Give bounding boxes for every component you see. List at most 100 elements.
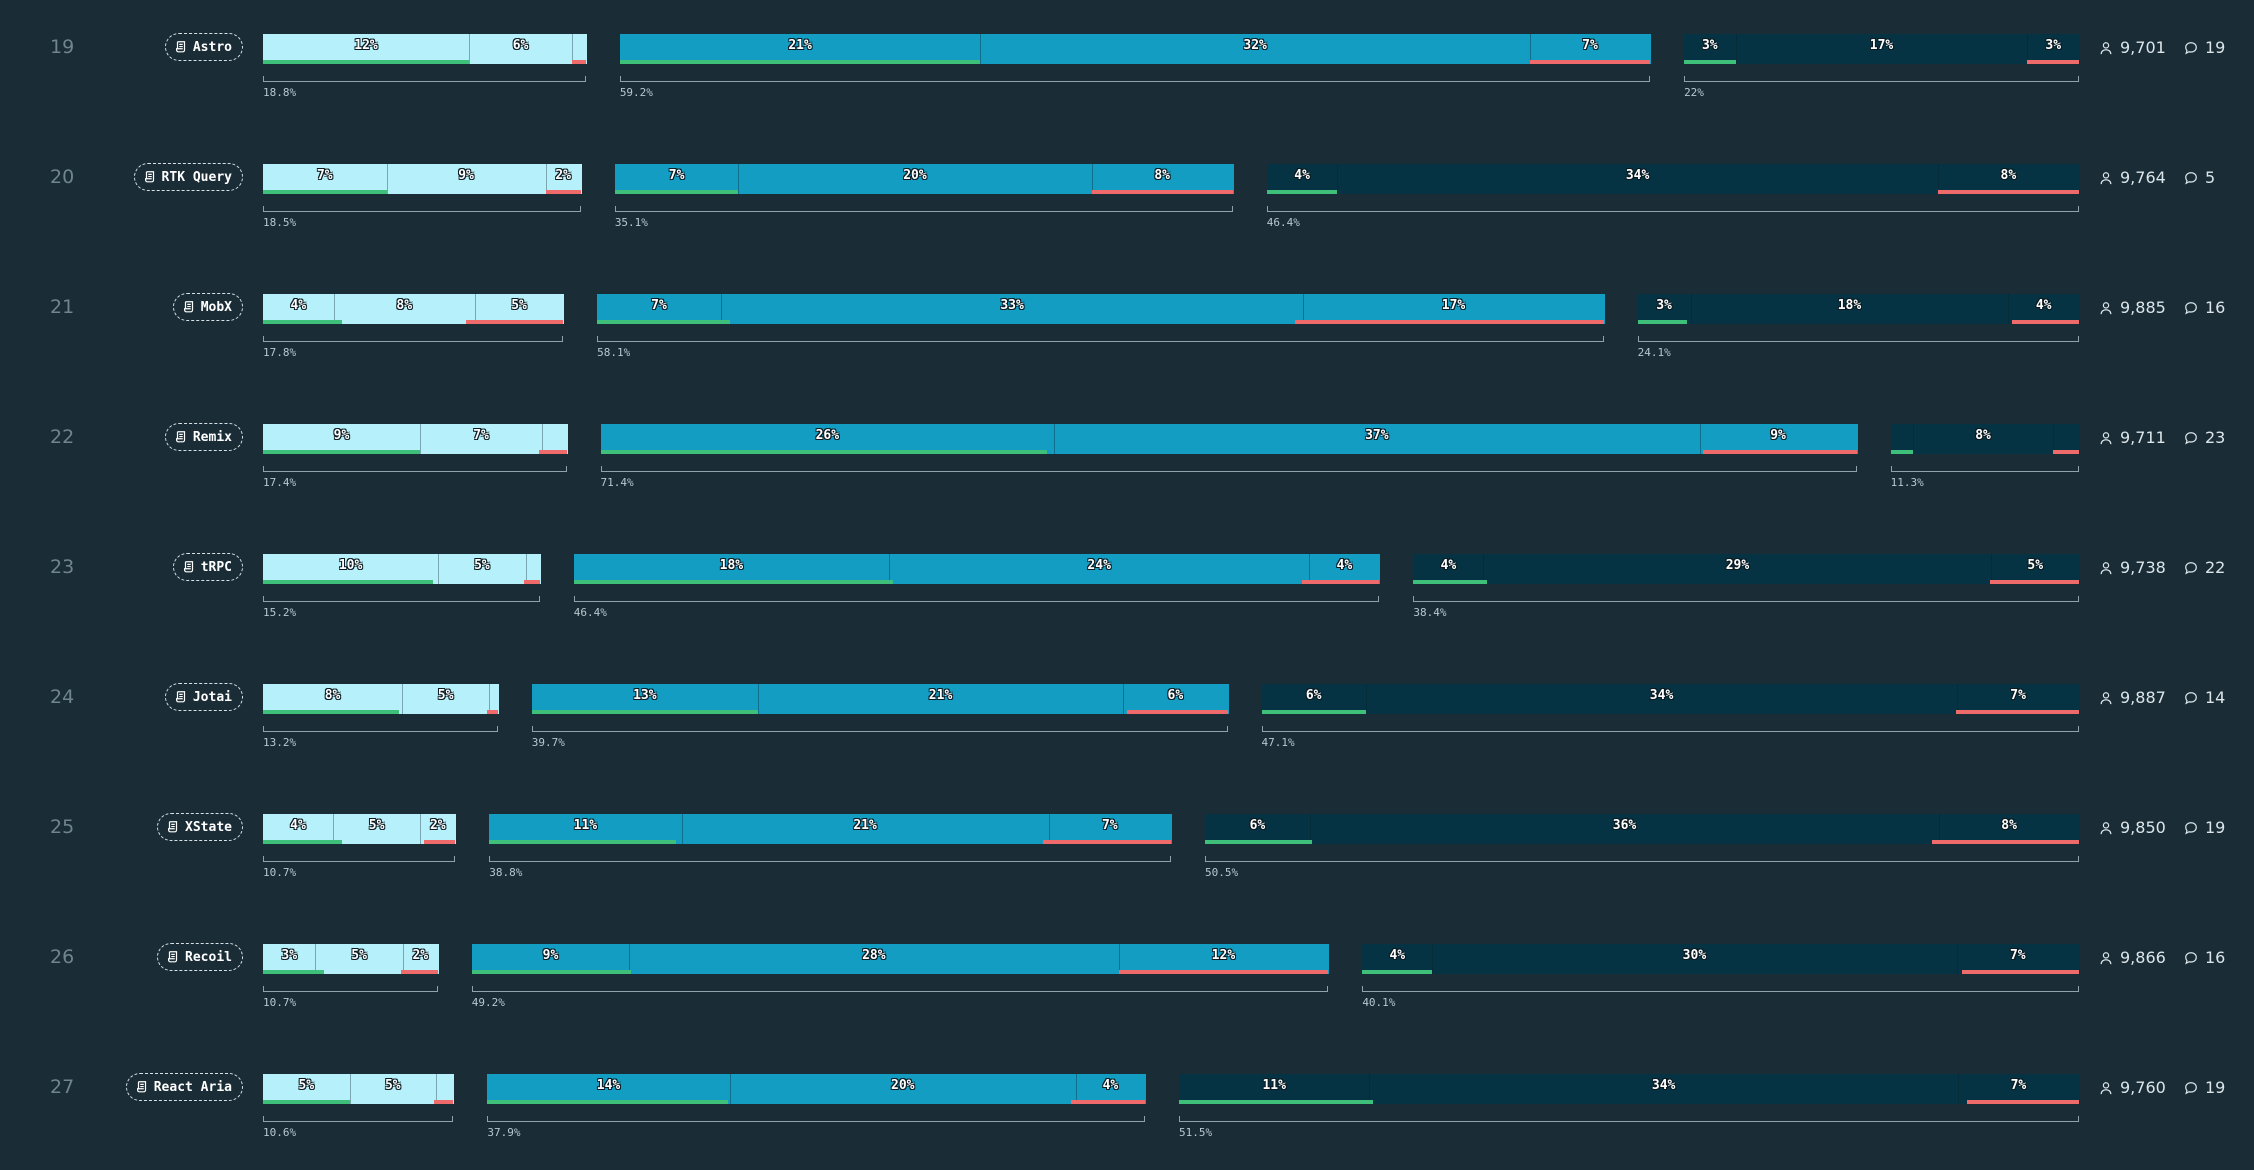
bar-segment <box>436 1074 455 1104</box>
group-bracket <box>1266 206 2079 212</box>
segment-label: 28% <box>862 948 886 963</box>
segment-label: 9% <box>1770 428 1786 443</box>
segment-label: 11% <box>1262 1078 1286 1093</box>
segment-label: 6% <box>512 38 529 53</box>
bar-segment <box>1054 424 1701 454</box>
stacked-bar: 6% 36% 8% <box>1205 814 2080 844</box>
comment-icon <box>2184 821 2205 835</box>
user-icon <box>2099 431 2120 445</box>
scroll-icon <box>182 300 201 314</box>
bar-segment <box>489 684 499 714</box>
negative-marker <box>2011 320 2079 324</box>
segment-label: 21% <box>928 688 953 703</box>
segment-label: 4% <box>1294 168 1310 183</box>
user-icon <box>2099 41 2120 55</box>
stacked-bar: 7% 20% 8% <box>614 164 1234 194</box>
library-name: Astro <box>192 39 232 55</box>
segment-label: 30% <box>1682 948 1707 963</box>
row-rank: 20 <box>50 166 75 188</box>
bar-segment <box>1261 684 1366 714</box>
bar-group-1: 12% 6% 18.8% <box>263 34 587 99</box>
positive-marker <box>573 580 893 584</box>
comment-count-value: 14 <box>2205 688 2226 707</box>
group-bracket <box>531 726 1228 732</box>
bar-segment <box>681 814 1050 844</box>
library-chip[interactable]: MobX <box>172 293 243 321</box>
segment-label: 18% <box>1837 298 1862 313</box>
bar-segment <box>729 1074 1077 1104</box>
group-bracket <box>573 596 1380 602</box>
comment-count-value: 16 <box>2205 948 2226 967</box>
segment-label: 8% <box>2001 818 2017 833</box>
stacked-bar: 10% 5% <box>263 554 541 584</box>
library-chip[interactable]: Astro <box>164 33 243 61</box>
bar-segment <box>1123 684 1229 714</box>
bar-segment <box>263 164 387 194</box>
library-chip[interactable]: Remix <box>164 423 243 451</box>
segment-label: 21% <box>853 818 877 833</box>
scroll-icon <box>143 170 162 184</box>
group-bracket <box>263 596 540 602</box>
bar-segment <box>1939 814 2080 844</box>
segment-label: 7% <box>1582 38 1598 53</box>
user-icon <box>2099 171 2120 185</box>
negative-marker <box>1529 60 1651 64</box>
library-chip[interactable]: XState <box>157 813 243 841</box>
segment-label: 9% <box>542 948 559 963</box>
bar-segment <box>1048 814 1172 844</box>
scroll-icon <box>182 560 201 574</box>
comment-count: 16 <box>2184 298 2225 317</box>
bar-group-1: 3% 5% 2% 10.7% <box>263 944 439 1009</box>
bar-segment <box>349 1074 438 1104</box>
chart-row: 19 Astro 12% 6% 18.8% 21% 32% 7% 59.2% 3% 17% 3% 22%… <box>0 0 2254 130</box>
group-total: 71.4% <box>600 476 634 489</box>
library-chip[interactable]: tRPC <box>172 553 243 581</box>
segment-label: 17% <box>1869 38 1894 53</box>
bar-segment <box>573 554 889 584</box>
group-bracket <box>489 856 1171 862</box>
bar-group-2: 18% 24% 4% 46.4% <box>573 554 1381 619</box>
segment-label: 33% <box>1000 298 1024 313</box>
positive-marker <box>263 60 470 64</box>
group-bracket <box>263 206 581 212</box>
library-chip[interactable]: Jotai <box>164 683 243 711</box>
group-bracket <box>263 856 456 862</box>
negative-marker <box>538 450 567 454</box>
bar-segment <box>469 34 574 64</box>
group-total: 37.9% <box>487 1126 521 1139</box>
bar-segment <box>1075 1074 1147 1104</box>
library-chip[interactable]: Recoil <box>157 943 243 971</box>
negative-marker <box>545 190 581 194</box>
group-total: 17.4% <box>263 476 297 489</box>
segment-label: 7% <box>1101 818 1118 833</box>
library-chip[interactable]: RTK Query <box>133 163 243 191</box>
library-chip[interactable]: React Aria <box>125 1073 243 1101</box>
bar-segment <box>474 294 565 324</box>
segment-label: 6% <box>1305 688 1322 703</box>
group-total: 39.7% <box>531 736 565 749</box>
positive-marker <box>489 840 677 844</box>
bar-segment <box>1637 294 1691 324</box>
segment-label: 9% <box>333 428 350 443</box>
segment-label: 12% <box>1211 948 1236 963</box>
group-bracket <box>471 986 1329 992</box>
bar-segment <box>1309 554 1381 584</box>
segment-label: 5% <box>474 558 490 573</box>
chart-row: 22 Remix 9% 7% 17.4% 26% 37% 9% 71.4% 8% 11.3% 9,71… <box>0 390 2254 520</box>
bar-segment <box>263 944 316 974</box>
group-bracket <box>263 466 567 472</box>
stacked-bar: 8% 5% <box>263 684 499 714</box>
segment-label: 7% <box>473 428 489 443</box>
stacked-bar: 5% 5% <box>263 1074 455 1104</box>
comment-count-value: 23 <box>2205 428 2226 447</box>
positive-marker <box>1413 580 1487 584</box>
row-rank: 24 <box>50 686 75 708</box>
bar-group-1: 9% 7% 17.4% <box>263 424 568 489</box>
user-count-value: 9,760 <box>2120 1078 2166 1097</box>
chart-row: 21 MobX 4% 8% 5% 17.8% 7% 33% 17% 58.1% 3% 18% 4% 24.… <box>0 260 2254 390</box>
group-bracket <box>263 986 438 992</box>
bar-segment <box>1699 424 1858 454</box>
stacked-bar: 3% 17% 3% <box>1684 34 2080 64</box>
comment-icon <box>2184 691 2205 705</box>
row-rank: 27 <box>50 1076 75 1098</box>
